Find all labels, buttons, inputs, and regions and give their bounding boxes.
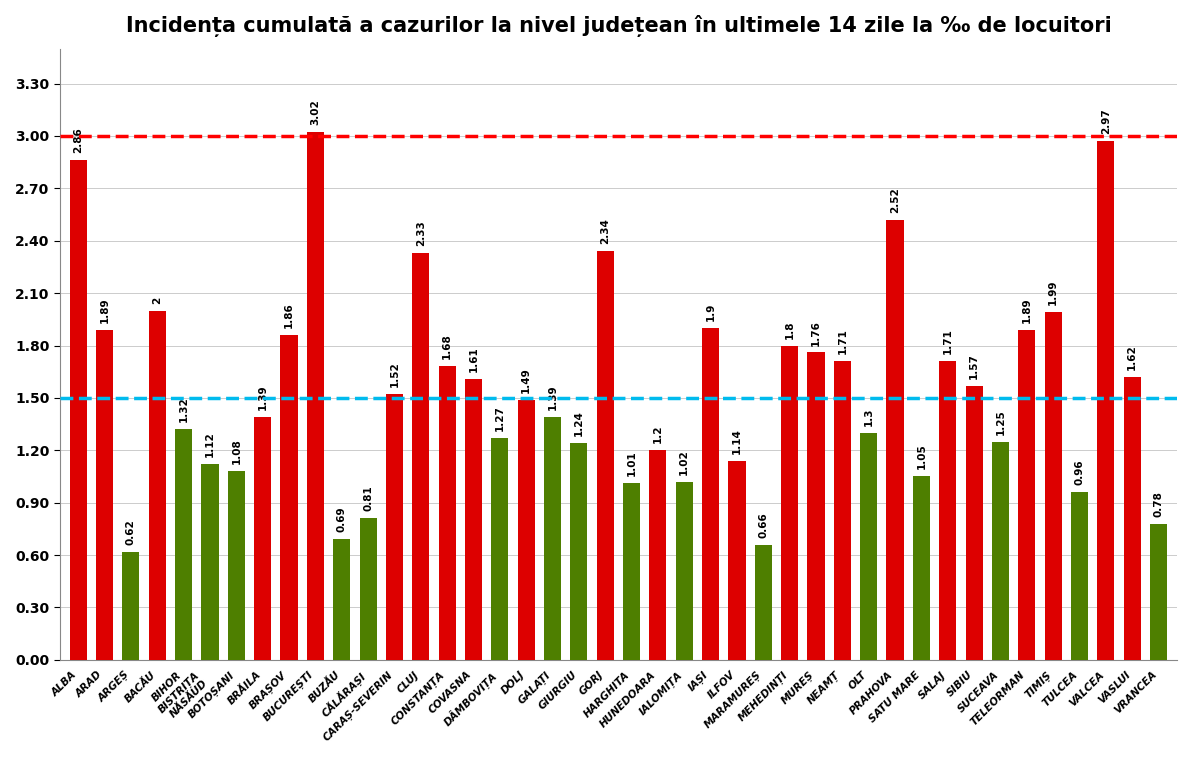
Bar xyxy=(833,362,851,659)
Text: 3.02: 3.02 xyxy=(310,100,321,126)
Text: 2.52: 2.52 xyxy=(890,187,900,213)
Bar xyxy=(1070,492,1088,659)
Text: 1.61: 1.61 xyxy=(468,346,478,371)
Bar xyxy=(650,450,666,659)
Bar xyxy=(254,417,272,659)
Bar xyxy=(887,220,904,659)
Bar xyxy=(623,484,640,659)
Bar xyxy=(465,379,482,659)
Bar xyxy=(123,552,139,659)
Text: 1.68: 1.68 xyxy=(442,334,452,359)
Text: 1.99: 1.99 xyxy=(1048,280,1058,305)
Bar xyxy=(992,442,1008,659)
Text: 1.12: 1.12 xyxy=(205,431,215,457)
Text: 1.3: 1.3 xyxy=(864,407,874,426)
Bar xyxy=(702,328,719,659)
Bar xyxy=(1150,524,1167,659)
Bar xyxy=(1044,312,1062,659)
Bar xyxy=(544,417,561,659)
Text: 1.89: 1.89 xyxy=(100,297,110,323)
Text: 1.2: 1.2 xyxy=(653,424,663,443)
Text: 2.34: 2.34 xyxy=(601,218,610,244)
Bar xyxy=(69,161,87,659)
Text: 1.89: 1.89 xyxy=(1022,297,1032,323)
Text: 0.62: 0.62 xyxy=(126,518,136,544)
Text: 1.8: 1.8 xyxy=(784,320,795,339)
Bar xyxy=(676,482,693,659)
Bar xyxy=(201,464,218,659)
Text: 2.97: 2.97 xyxy=(1101,108,1111,134)
Bar xyxy=(807,352,825,659)
Text: 1.86: 1.86 xyxy=(284,302,294,328)
Bar xyxy=(728,461,745,659)
Bar xyxy=(334,540,350,659)
Bar xyxy=(386,394,403,659)
Bar xyxy=(1098,141,1115,659)
Bar xyxy=(861,433,877,659)
Bar xyxy=(280,335,298,659)
Text: 1.76: 1.76 xyxy=(811,320,821,346)
Bar xyxy=(412,253,429,659)
Text: 1.57: 1.57 xyxy=(969,352,979,379)
Bar xyxy=(517,399,535,659)
Bar xyxy=(755,544,772,659)
Text: 1.32: 1.32 xyxy=(179,396,188,422)
Text: 1.62: 1.62 xyxy=(1128,344,1137,370)
Bar xyxy=(939,362,956,659)
Text: 2: 2 xyxy=(153,296,162,304)
Bar xyxy=(1124,377,1141,659)
Bar xyxy=(360,518,377,659)
Bar xyxy=(597,251,614,659)
Bar xyxy=(966,386,982,659)
Text: 1.24: 1.24 xyxy=(573,410,584,437)
Text: 1.05: 1.05 xyxy=(917,443,926,469)
Text: 0.69: 0.69 xyxy=(336,506,347,532)
Text: 1.08: 1.08 xyxy=(231,438,241,464)
Bar xyxy=(1018,330,1036,659)
Bar xyxy=(175,429,192,659)
Bar xyxy=(228,471,244,659)
Text: 1.9: 1.9 xyxy=(706,302,715,321)
Bar xyxy=(97,330,113,659)
Text: 1.49: 1.49 xyxy=(521,367,532,393)
Text: 1.39: 1.39 xyxy=(257,384,268,410)
Text: 1.25: 1.25 xyxy=(995,409,1006,434)
Text: 1.39: 1.39 xyxy=(547,384,558,410)
Text: 0.96: 0.96 xyxy=(1074,459,1085,485)
Bar xyxy=(913,477,930,659)
Bar xyxy=(781,346,799,659)
Bar xyxy=(306,133,324,659)
Bar xyxy=(570,443,588,659)
Text: 0.81: 0.81 xyxy=(364,486,373,512)
Text: 1.52: 1.52 xyxy=(390,362,399,387)
Text: 1.71: 1.71 xyxy=(837,328,848,354)
Text: 2.86: 2.86 xyxy=(73,127,83,153)
Text: 1.27: 1.27 xyxy=(495,406,505,431)
Text: 1.71: 1.71 xyxy=(943,328,952,354)
Bar xyxy=(149,311,166,659)
Text: 0.78: 0.78 xyxy=(1154,490,1163,517)
Bar xyxy=(491,438,508,659)
Text: 0.66: 0.66 xyxy=(758,512,769,537)
Title: Incidența cumulată a cazurilor la nivel județean în ultimele 14 zile la ‰ de loc: Incidența cumulată a cazurilor la nivel … xyxy=(125,15,1111,37)
Text: 2.33: 2.33 xyxy=(416,221,426,246)
Bar xyxy=(439,366,455,659)
Text: 1.14: 1.14 xyxy=(732,428,741,454)
Text: 1.01: 1.01 xyxy=(627,451,637,477)
Text: 1.02: 1.02 xyxy=(679,449,689,475)
